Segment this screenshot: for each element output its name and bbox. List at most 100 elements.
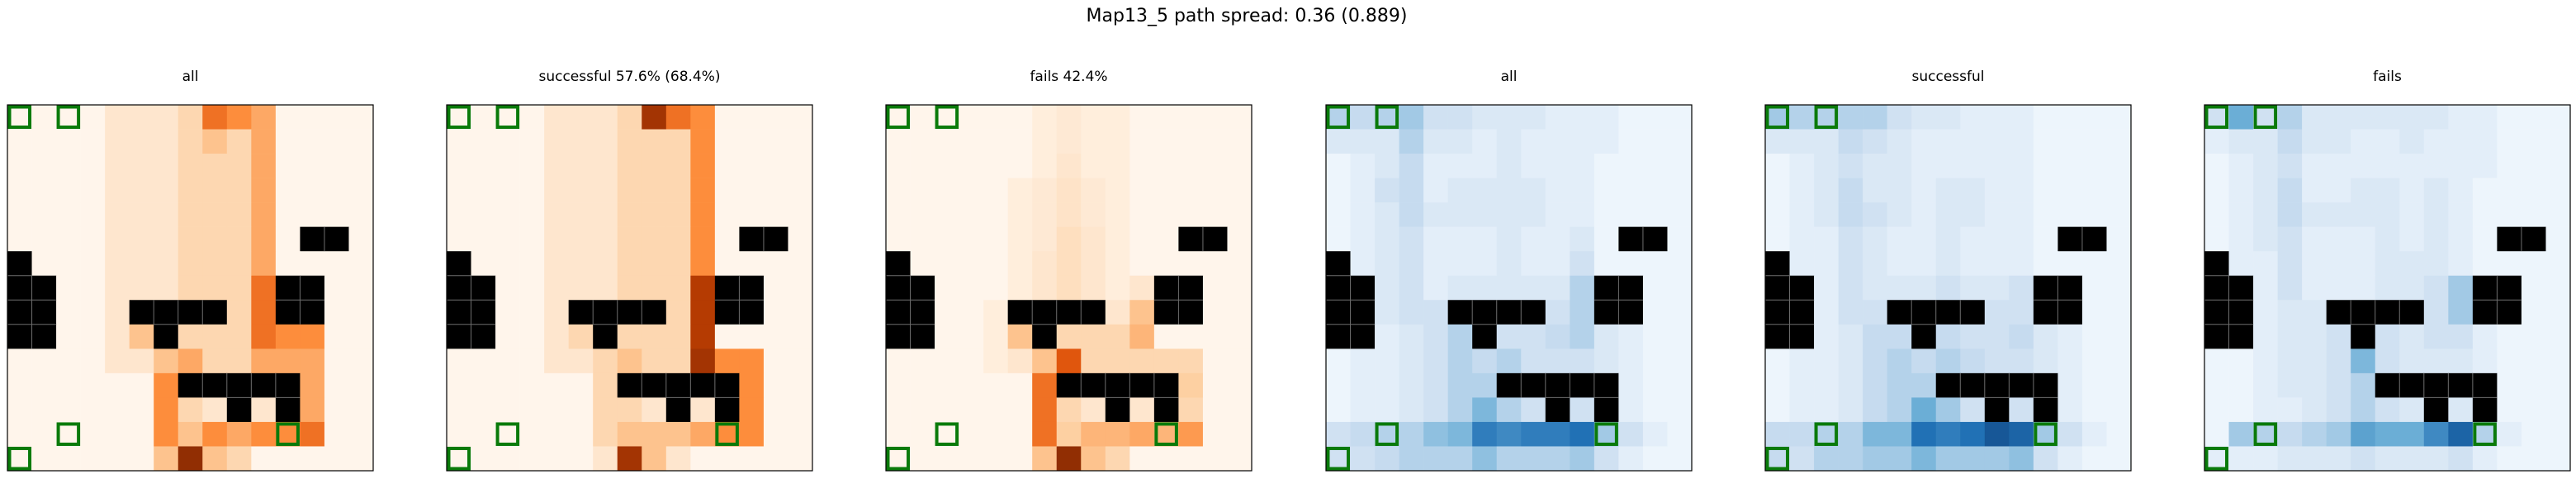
heatmap-cell xyxy=(471,349,496,374)
heatmap-cell xyxy=(348,372,374,398)
heatmap-cell xyxy=(1789,372,1815,398)
obstacle-cell xyxy=(1593,300,1619,325)
heatmap-cell xyxy=(910,421,935,447)
obstacle-cell xyxy=(1960,372,1986,398)
heatmap-cell xyxy=(348,178,374,203)
heatmap-cell xyxy=(714,324,740,349)
obstacle-cell xyxy=(1984,397,2010,423)
heatmap-cell xyxy=(495,105,520,130)
heatmap-cell xyxy=(129,275,154,301)
heatmap-cell xyxy=(2448,251,2474,277)
heatmap-cell xyxy=(2106,324,2132,349)
heatmap-cell xyxy=(31,129,57,154)
heatmap-cell xyxy=(275,421,301,447)
heatmap-cell xyxy=(1887,154,1912,178)
heatmap-cell xyxy=(7,105,32,130)
heatmap-cell xyxy=(2351,397,2376,423)
heatmap-cell xyxy=(690,105,716,130)
heatmap-cell xyxy=(2497,178,2522,203)
heatmap-cell xyxy=(1105,349,1130,374)
heatmap-cell xyxy=(348,105,374,130)
obstacle-cell xyxy=(2497,300,2522,325)
heatmap-cell xyxy=(1129,105,1155,130)
heatmap-cell xyxy=(2253,349,2278,374)
heatmap-cell xyxy=(495,372,520,398)
obstacle-cell xyxy=(2228,275,2254,301)
heatmap-cell xyxy=(1789,251,1815,277)
heatmap-cell xyxy=(1178,446,1204,472)
heatmap-cell xyxy=(1105,300,1130,325)
heatmap-cell xyxy=(1960,226,1986,252)
heatmap-cell xyxy=(2448,275,2474,301)
heatmap-cell xyxy=(739,251,765,277)
heatmap-cell xyxy=(2009,154,2034,178)
obstacle-cell xyxy=(2423,397,2449,423)
heatmap-cell xyxy=(56,372,81,398)
heatmap-cell xyxy=(910,226,935,252)
obstacle-cell xyxy=(1105,397,1130,423)
heatmap-cell xyxy=(1935,129,1961,154)
heatmap-cell xyxy=(1227,105,1252,130)
heatmap-cell xyxy=(544,275,569,301)
obstacle-cell xyxy=(275,300,301,325)
heatmap-cell xyxy=(1984,251,2010,277)
heatmap-cell xyxy=(2033,178,2058,203)
heatmap-cell xyxy=(1887,275,1912,301)
heatmap-cell xyxy=(2521,421,2546,447)
heatmap-cell xyxy=(2204,446,2229,472)
heatmap-cell xyxy=(1326,372,1351,398)
heatmap-cell xyxy=(1960,154,1986,178)
heatmap-cell xyxy=(2423,275,2449,301)
heatmap-cell xyxy=(1447,397,1473,423)
panels: all successful 57.6% (68.4%) fails 42.4% al… xyxy=(7,69,2571,472)
heatmap-cell xyxy=(1789,105,1815,130)
heatmap-cell xyxy=(2472,202,2498,227)
heatmap-cell xyxy=(788,397,813,423)
heatmap-cell xyxy=(1032,349,1058,374)
heatmap-cell xyxy=(2521,349,2546,374)
heatmap-cell xyxy=(1667,154,1693,178)
heatmap-cell xyxy=(739,349,765,374)
heatmap-cell xyxy=(2302,226,2327,252)
heatmap-cell xyxy=(910,446,935,472)
heatmap-cell xyxy=(1618,446,1644,472)
heatmap-cell xyxy=(1227,446,1252,472)
heatmap-cell xyxy=(80,446,106,472)
heatmap-cell xyxy=(1911,202,1937,227)
obstacle-cell xyxy=(1789,300,1815,325)
heatmap-cell xyxy=(665,324,691,349)
heatmap-cell xyxy=(178,421,203,447)
heatmap-cell xyxy=(1032,251,1058,277)
heatmap-cell xyxy=(7,154,32,178)
heatmap-cell xyxy=(1618,421,1644,447)
heatmap-cell xyxy=(1105,421,1130,447)
heatmap-cell xyxy=(154,275,179,301)
heatmap-cell xyxy=(2521,178,2546,203)
heatmap-cell xyxy=(1202,275,1228,301)
heatmap-cell xyxy=(2277,226,2303,252)
heatmap-cell xyxy=(2351,226,2376,252)
heatmap-cell xyxy=(1960,105,1986,130)
heatmap-cell xyxy=(1227,349,1252,374)
heatmap-cell xyxy=(1423,446,1448,472)
heatmap-cell xyxy=(1960,202,1986,227)
heatmap-cell xyxy=(447,178,471,203)
heatmap-cell xyxy=(2399,397,2425,423)
heatmap-cell xyxy=(1007,226,1033,252)
obstacle-cell xyxy=(2228,324,2254,349)
heatmap-cell xyxy=(2423,446,2449,472)
heatmap-cell xyxy=(1838,397,1863,423)
heatmap-cell xyxy=(275,129,301,154)
heatmap-cell xyxy=(1326,397,1351,423)
heatmap-cell xyxy=(788,154,813,178)
heatmap-cell xyxy=(1570,446,1595,472)
heatmap-cell xyxy=(959,349,984,374)
heatmap-cell xyxy=(665,446,691,472)
heatmap-cell xyxy=(1081,202,1106,227)
panel-title: successful xyxy=(1912,69,1985,85)
heatmap-cell xyxy=(300,129,325,154)
heatmap-cell xyxy=(1593,446,1619,472)
heatmap-cell xyxy=(1227,397,1252,423)
heatmap-cell xyxy=(348,202,374,227)
heatmap-cell xyxy=(1447,275,1473,301)
